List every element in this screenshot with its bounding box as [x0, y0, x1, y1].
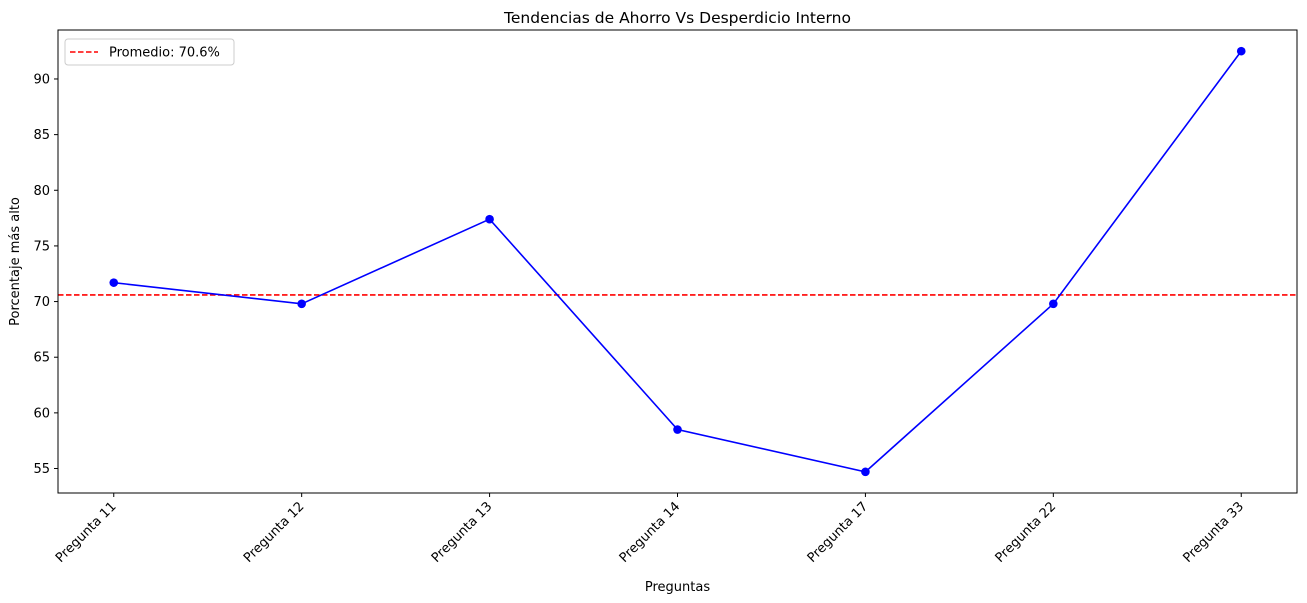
data-point — [297, 299, 306, 309]
legend-box — [64, 38, 235, 66]
y-axis-label: Porcentaje más alto — [8, 197, 23, 326]
data-point — [861, 467, 870, 477]
y-tick-label: 60 — [33, 406, 50, 421]
y-tick-label: 65 — [33, 351, 50, 366]
data-point — [673, 425, 682, 434]
y-tick-label: 90 — [33, 72, 50, 87]
data-point — [109, 278, 119, 287]
data-point — [1236, 46, 1246, 56]
y-tick-label: 85 — [33, 128, 50, 143]
y-tick-label: 70 — [33, 295, 50, 310]
y-tick-label: 75 — [33, 239, 50, 254]
x-axis-label: Preguntas — [645, 580, 710, 595]
data-point — [1049, 299, 1058, 309]
legend: Promedio: 70.6% — [64, 38, 235, 66]
y-tick-label: 55 — [33, 462, 50, 477]
y-axis: 55 60 65 70 75 80 85 90 — [33, 72, 58, 477]
legend-label-average: Promedio: 70.6% — [109, 46, 220, 61]
plot-area — [58, 46, 1297, 477]
y-tick-label: 80 — [33, 184, 50, 199]
data-point — [485, 214, 494, 224]
chart-title: Tendencias de Ahorro Vs Desperdicio Inte… — [503, 9, 851, 27]
